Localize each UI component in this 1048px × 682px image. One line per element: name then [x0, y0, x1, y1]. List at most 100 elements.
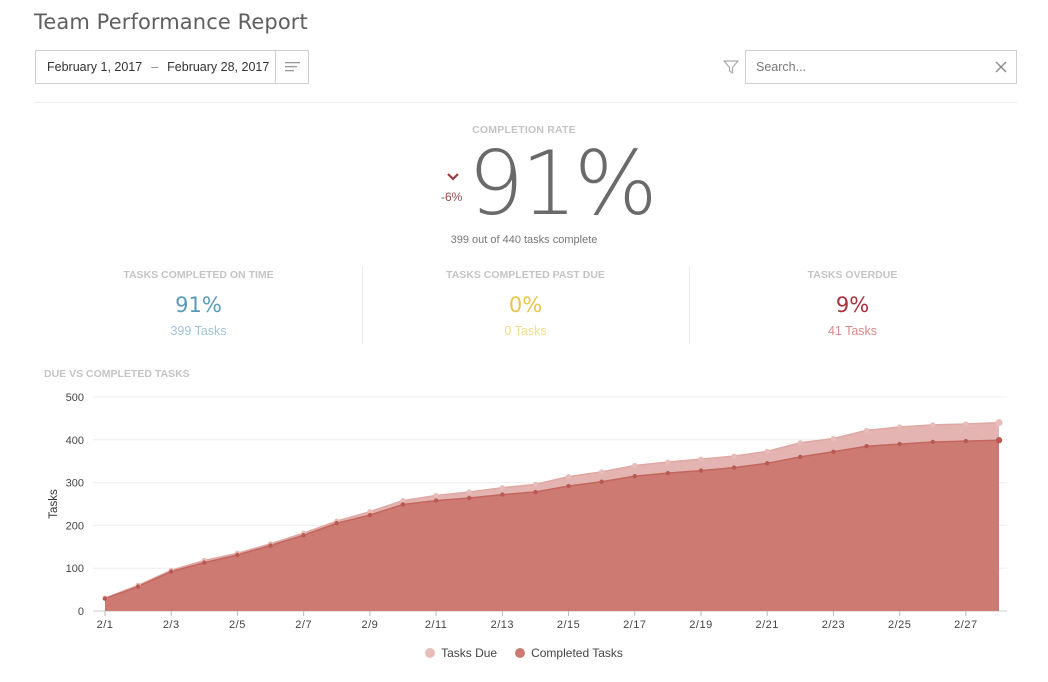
point-tasks-due [565, 474, 572, 480]
x-tick-label: 2/5 [229, 619, 246, 631]
completion-rate-label: COMPLETION RATE [472, 124, 576, 136]
search-input[interactable] [756, 51, 976, 83]
point-tasks-due [897, 424, 903, 430]
point-completed [202, 560, 207, 565]
point-tasks-due [499, 485, 505, 491]
chart-title: DUE VS COMPLETED TASKS [44, 368, 190, 380]
completion-rate-subtitle: 399 out of 440 tasks complete [450, 234, 598, 246]
x-tick-label: 2/1 [97, 619, 114, 631]
y-axis-label: Tasks [48, 489, 60, 519]
point-completed [897, 441, 902, 447]
kpi-label: TASKS COMPLETED ON TIME [123, 269, 274, 281]
point-tasks-due [665, 459, 671, 465]
point-completed [235, 552, 240, 558]
point-completed [831, 449, 836, 454]
search-box[interactable] [745, 50, 1017, 84]
kpi-label: TASKS COMPLETED PAST DUE [446, 269, 605, 281]
x-tick-label: 2/13 [491, 619, 514, 631]
close-icon[interactable] [994, 60, 1008, 74]
x-tick-label: 2/19 [689, 619, 712, 631]
y-tick-label: 200 [66, 520, 84, 532]
point-completed [334, 521, 339, 526]
series-completed-area [105, 440, 999, 611]
point-completed [599, 479, 604, 484]
date-range-picker[interactable]: February 1, 2017 – February 28, 2017 [35, 50, 309, 84]
chart-legend: Tasks Due Completed Tasks [0, 646, 1048, 660]
point-tasks-due [930, 422, 936, 428]
list-menu-icon [284, 62, 300, 72]
point-tasks-due [532, 481, 539, 487]
filter-icon[interactable] [722, 58, 740, 76]
x-tick-label: 2/17 [623, 619, 646, 631]
x-tick-label: 2/15 [557, 619, 580, 631]
point-tasks-due [466, 489, 472, 495]
kpi-overdue: TASKS OVERDUE 9% 41 Tasks [689, 268, 1016, 344]
point-completed [500, 492, 505, 497]
header-divider [34, 102, 1017, 103]
kpi-divider [362, 266, 363, 344]
point-tasks-due [863, 427, 870, 433]
point-completed [433, 498, 439, 503]
chevron-down-icon [447, 173, 459, 181]
x-tick-label: 2/7 [295, 619, 312, 631]
point-completed [268, 543, 273, 548]
x-tick-label: 2/11 [425, 619, 448, 631]
point-completed [467, 495, 472, 501]
point-completed [864, 444, 869, 449]
y-tick-label: 100 [66, 563, 84, 575]
date-from[interactable]: February 1, 2017 [47, 60, 143, 74]
point-completed [301, 533, 306, 538]
legend-label: Tasks Due [441, 646, 498, 660]
date-separator: – [151, 60, 159, 74]
legend-item-due[interactable]: Tasks Due [425, 646, 497, 660]
date-menu-button[interactable] [275, 51, 308, 83]
page-title: Team Performance Report [34, 10, 308, 34]
series-tasks-due-line [104, 421, 1000, 599]
point-completed [798, 454, 803, 460]
point-tasks-due [830, 435, 837, 442]
point-completed [930, 439, 935, 445]
point-tasks-due [632, 462, 638, 469]
point-completed [566, 483, 571, 489]
kpi-percent: 91% [175, 293, 222, 317]
point-tasks-due [367, 509, 373, 515]
point-tasks-due [400, 497, 406, 504]
x-tick-label: 2/21 [756, 619, 779, 631]
point-completed [135, 584, 141, 589]
legend-item-completed[interactable]: Completed Tasks [515, 646, 623, 660]
point-completed [400, 502, 406, 507]
kpi-past-due: TASKS COMPLETED PAST DUE 0% 0 Tasks [362, 268, 689, 344]
kpi-count: 0 Tasks [504, 324, 547, 338]
point-completed [102, 596, 108, 601]
x-tick-label: 2/9 [361, 619, 378, 631]
point-completed [665, 470, 671, 476]
x-tick-label: 2/3 [163, 619, 180, 631]
point-tasks-due [963, 421, 969, 427]
point-completed [698, 468, 704, 473]
point-completed [995, 437, 1003, 444]
kpi-percent: 0% [508, 293, 543, 317]
completion-rate-value: 91% [468, 132, 658, 235]
point-completed [963, 438, 969, 444]
y-tick-label: 500 [66, 392, 84, 404]
y-tick-label: 300 [66, 478, 84, 490]
point-tasks-due [599, 469, 605, 475]
point-tasks-due [797, 440, 803, 446]
point-completed [533, 489, 538, 495]
completion-rate-change: -6% [441, 190, 463, 204]
kpi-percent: 9% [835, 293, 870, 317]
point-tasks-due [433, 492, 439, 499]
series-completed-line [104, 439, 1000, 600]
point-tasks-due [995, 419, 1003, 427]
point-completed [632, 473, 637, 479]
point-tasks-due [731, 453, 737, 459]
kpi-count: 41 Tasks [827, 324, 878, 338]
point-tasks-due [764, 448, 770, 454]
x-tick-label: 2/25 [888, 619, 911, 631]
y-tick-label: 0 [78, 606, 84, 618]
y-tick-label: 400 [66, 435, 84, 447]
date-to[interactable]: February 28, 2017 [167, 60, 270, 74]
x-tick-label: 2/27 [954, 619, 977, 631]
point-completed [169, 569, 174, 574]
